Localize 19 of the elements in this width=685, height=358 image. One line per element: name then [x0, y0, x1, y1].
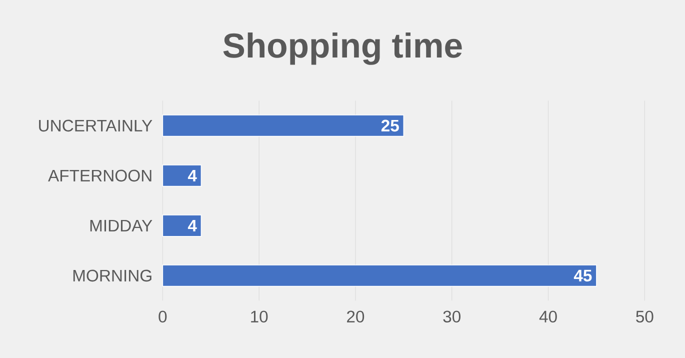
x-tick-label: 30 — [443, 310, 460, 323]
y-tick-label: AFTERNOON — [48, 170, 152, 182]
y-tick-label: MORNING — [73, 270, 152, 282]
bar — [162, 114, 404, 137]
x-tick-label: 10 — [251, 310, 268, 323]
data-label: 4 — [188, 220, 197, 232]
x-tick-label: 20 — [347, 310, 364, 323]
y-tick-label: UNCERTAINLY — [39, 120, 152, 132]
data-label: 25 — [381, 120, 399, 132]
bar — [162, 164, 202, 187]
bar — [162, 264, 597, 287]
data-label: 4 — [188, 170, 197, 182]
chart-title: Shopping time — [223, 32, 462, 65]
x-tick-label: 50 — [636, 310, 654, 323]
y-tick-label: MIDDAY — [90, 220, 152, 232]
x-tick-label: 0 — [158, 310, 167, 323]
data-label: 45 — [574, 270, 592, 282]
x-tick-label: 40 — [539, 310, 557, 323]
bar — [162, 214, 202, 237]
